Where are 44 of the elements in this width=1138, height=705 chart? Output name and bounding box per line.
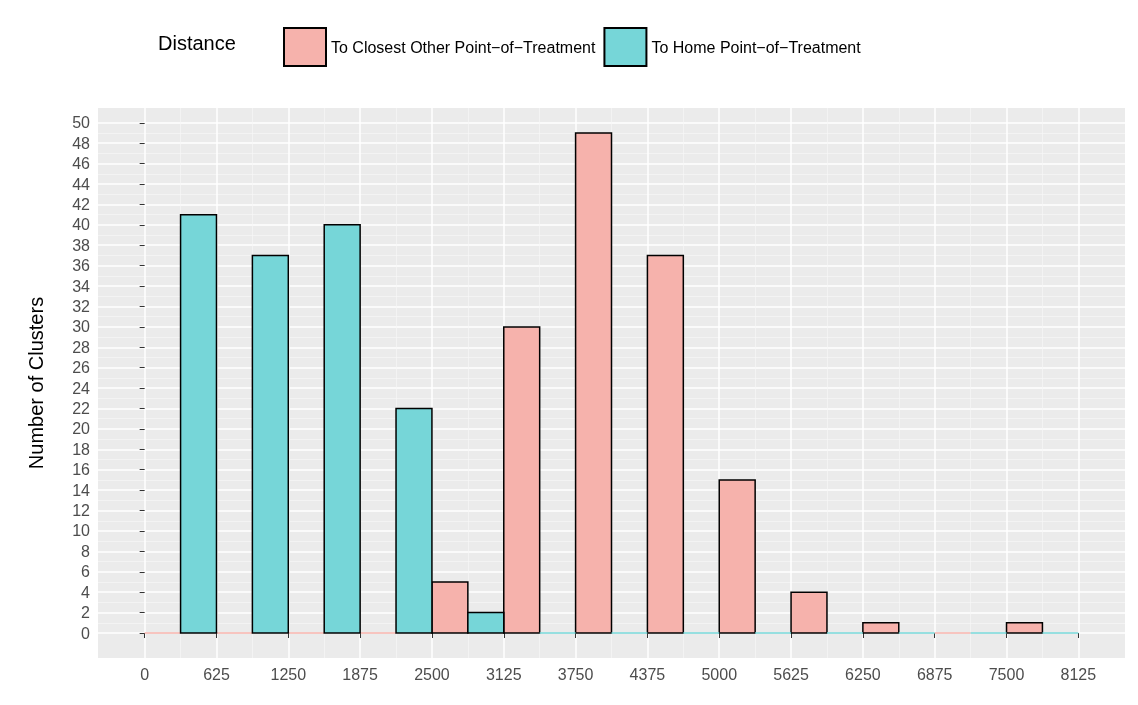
y-tick-label: 42 <box>72 195 91 213</box>
x-tick-label: 3125 <box>485 665 522 683</box>
legend-title: Distance <box>158 32 236 54</box>
y-tick-label: 34 <box>72 277 91 295</box>
y-tick-label: 36 <box>72 257 91 275</box>
y-tick-label: 0 <box>81 624 91 642</box>
x-tick-label: 3750 <box>557 665 594 683</box>
legend-label: To Closest Other Point−of−Treatment <box>331 38 596 56</box>
x-tick-label: 6875 <box>916 665 953 683</box>
x-tick-label: 4375 <box>629 665 666 683</box>
x-tick-label: 8125 <box>1060 665 1097 683</box>
y-tick-label: 30 <box>72 318 91 336</box>
y-tick-label: 22 <box>72 400 91 418</box>
y-tick-label: 12 <box>72 502 91 520</box>
y-tick-label: 26 <box>72 359 91 377</box>
x-tick-label: 0 <box>140 665 150 683</box>
x-tick-label: 1875 <box>342 665 379 683</box>
x-tick-label: 6250 <box>845 665 881 683</box>
y-tick-label: 8 <box>81 542 91 560</box>
x-tick-label: 7500 <box>988 665 1025 683</box>
y-tick-label: 46 <box>72 155 91 173</box>
y-tick-label: 18 <box>72 440 91 458</box>
y-axis-title: Number of Clusters <box>25 296 47 470</box>
x-tick-label: 2500 <box>414 665 450 683</box>
y-tick-label: 50 <box>72 114 91 132</box>
legend-label: To Home Point−of−Treatment <box>651 38 862 56</box>
x-tick-label: 5625 <box>773 665 809 683</box>
y-tick-label: 40 <box>72 216 91 234</box>
x-tick-label: 625 <box>203 665 230 683</box>
x-tick-label: 5000 <box>701 665 738 683</box>
y-tick-label: 28 <box>72 338 91 356</box>
y-tick-label: 44 <box>72 175 91 193</box>
y-tick-label: 16 <box>72 461 91 479</box>
x-tick-label: 1250 <box>270 665 307 683</box>
y-tick-label: 20 <box>72 420 91 438</box>
y-tick-label: 24 <box>72 379 91 397</box>
y-tick-label: 14 <box>72 481 91 499</box>
y-tick-label: 10 <box>72 522 91 540</box>
y-tick-label: 38 <box>72 236 91 254</box>
y-tick-label: 48 <box>72 134 91 152</box>
y-tick-label: 32 <box>72 297 91 315</box>
y-tick-label: 2 <box>81 604 91 622</box>
y-tick-label: 6 <box>81 563 91 581</box>
y-tick-label: 4 <box>81 583 91 601</box>
